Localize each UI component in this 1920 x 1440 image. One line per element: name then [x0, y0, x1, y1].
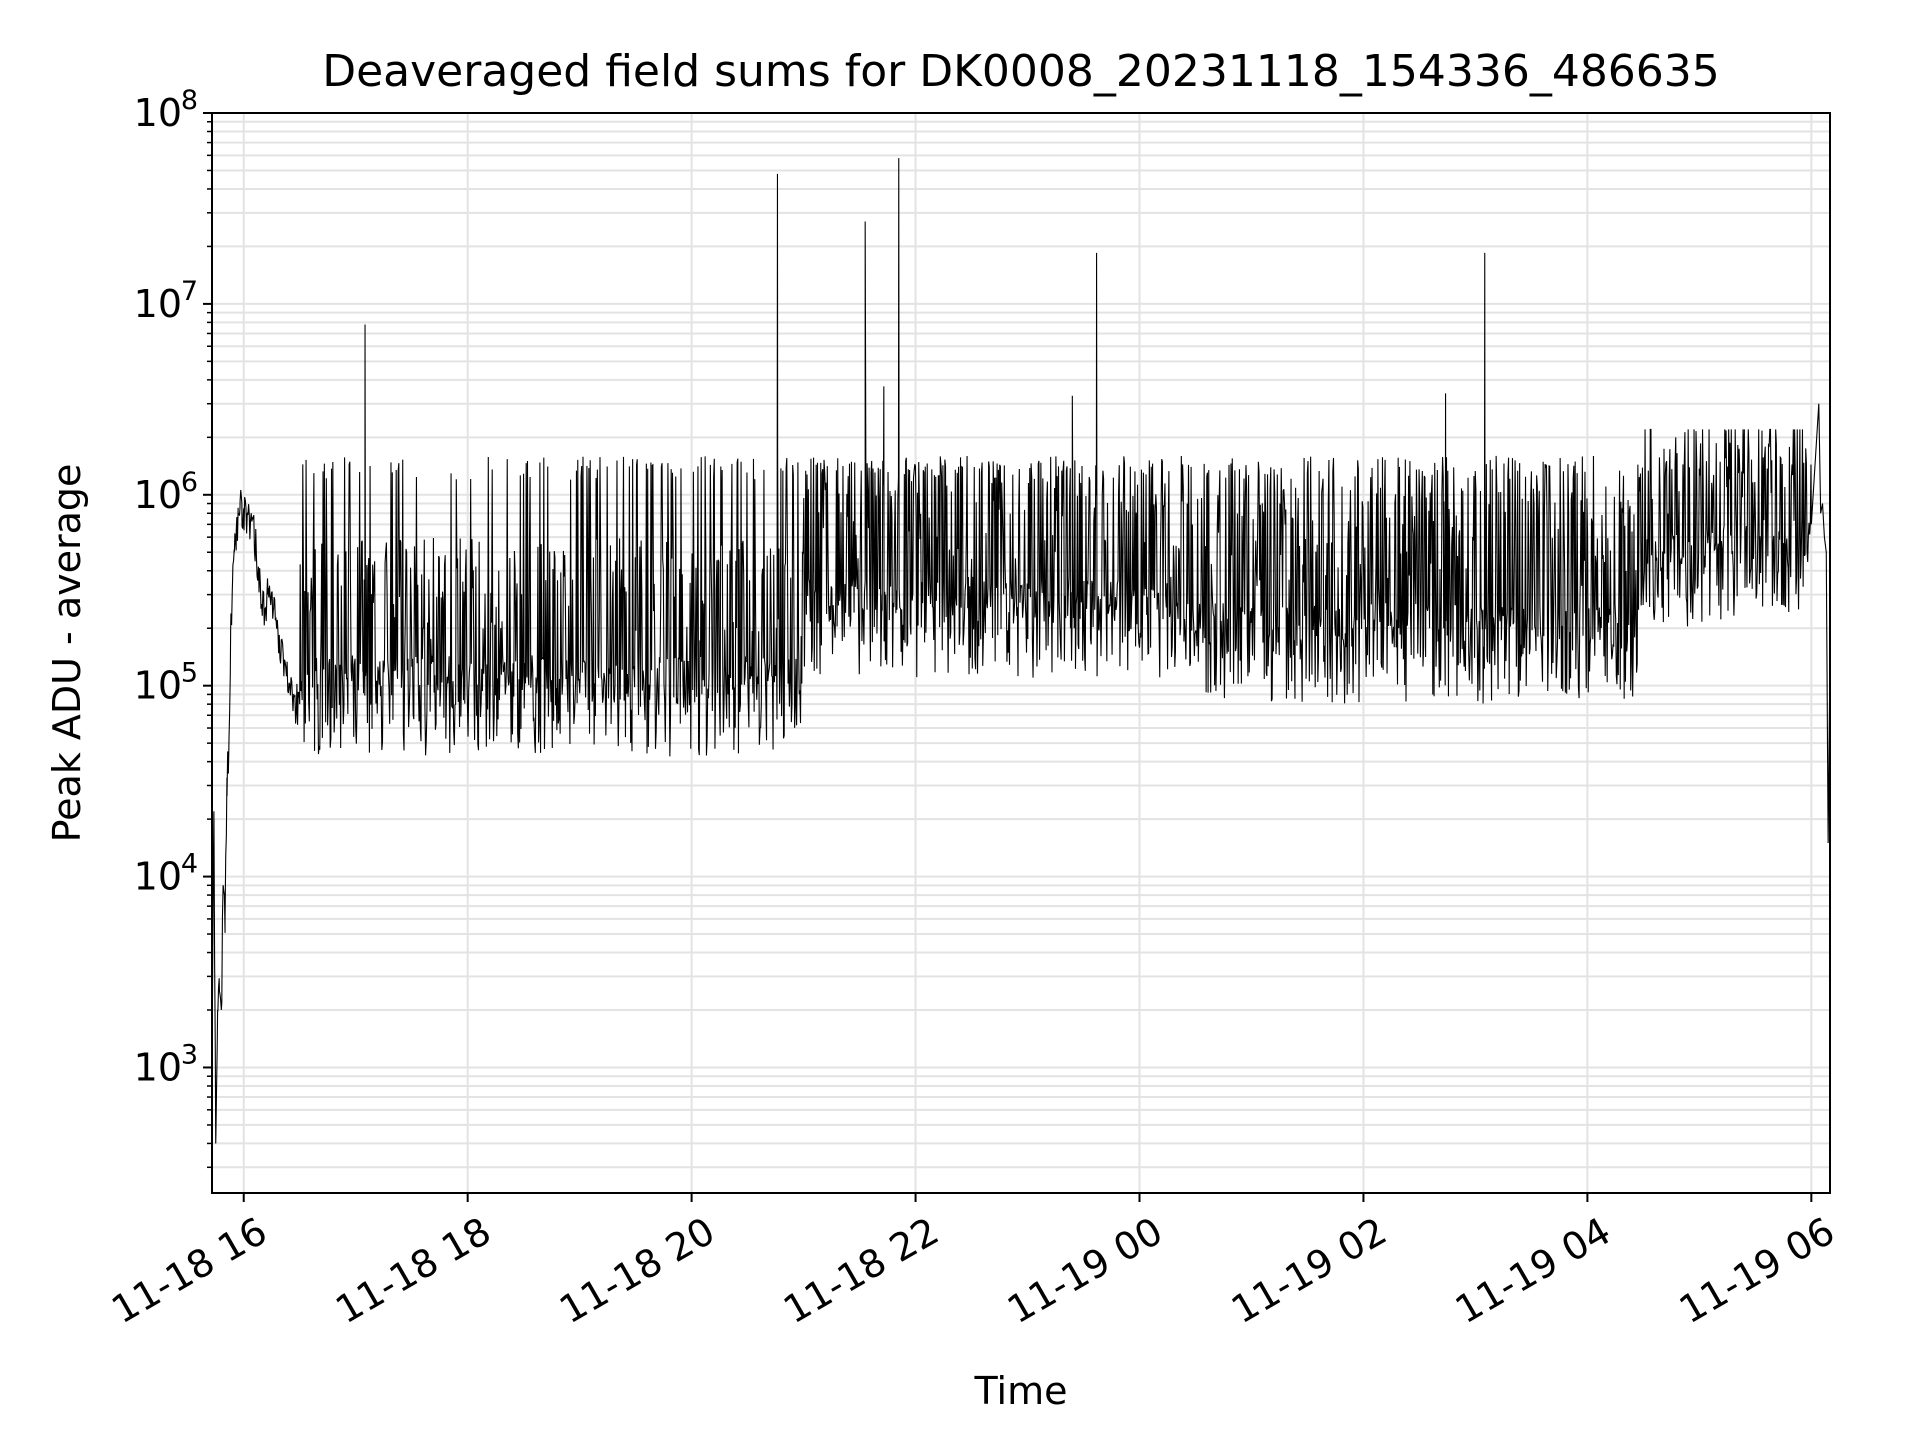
y-tick-label: 103 [134, 1039, 198, 1089]
y-tick-label: 107 [134, 276, 198, 326]
y-tick-exponent: 4 [181, 849, 198, 880]
y-tick-exponent: 7 [181, 276, 198, 307]
plot-frame [211, 112, 1831, 1194]
y-axis-label: Peak ADU - average [45, 464, 89, 843]
chart-title: Deaveraged field sums for DK0008_2023111… [322, 46, 1720, 97]
y-tick-exponent: 5 [181, 658, 198, 689]
y-tick-label: 106 [134, 467, 198, 517]
y-tick-label: 104 [134, 849, 198, 899]
series-line [211, 158, 1831, 1144]
y-tick-exponent: 6 [181, 467, 198, 498]
x-axis-label: Time [974, 1369, 1068, 1413]
y-tick-label: 108 [134, 85, 198, 135]
data-series [211, 158, 1831, 1144]
y-tick-label: 105 [134, 658, 198, 708]
y-tick-exponent: 3 [181, 1039, 198, 1070]
y-tick-exponent: 8 [181, 85, 198, 116]
grid [212, 112, 1830, 1193]
